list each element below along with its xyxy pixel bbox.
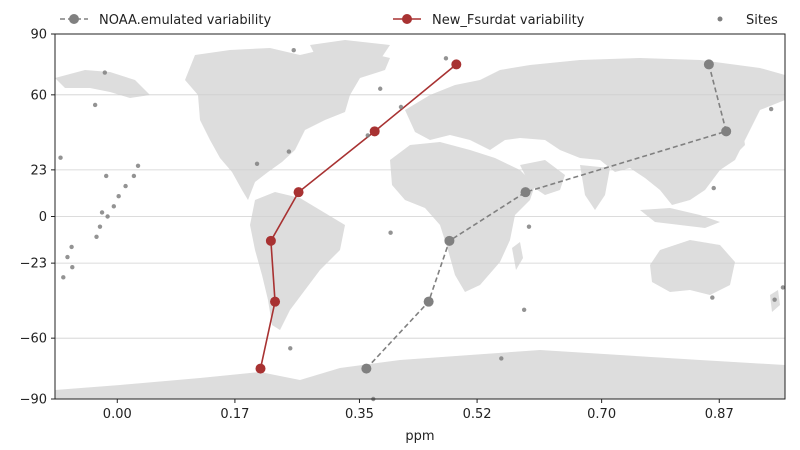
site-point-27 [499, 356, 504, 361]
series-1-point-0 [255, 363, 266, 374]
x-tick-label-4: 0.70 [587, 407, 616, 422]
y-tick-label-1: 60 [30, 88, 47, 103]
site-point-12 [111, 204, 117, 209]
x-tick-label-3: 0.52 [463, 407, 492, 422]
map-antarctica [55, 350, 785, 399]
y-axis: 90 60 23 0 −23 −60 −90 [20, 28, 55, 408]
site-point-10 [104, 173, 109, 179]
site-point-0 [58, 155, 63, 160]
series-0-point-3 [520, 187, 531, 198]
y-tick-label-4: −23 [20, 257, 47, 272]
map-north-america [185, 48, 390, 200]
series-1-point-5 [451, 59, 462, 70]
series-line-0 [365, 64, 728, 370]
map-africa [390, 142, 535, 292]
site-point-31 [711, 185, 716, 191]
legend-marker-1 [402, 14, 412, 24]
series-0 [361, 59, 732, 374]
series-0-point-1 [423, 296, 434, 307]
site-point-4 [70, 264, 75, 270]
site-point-16 [135, 163, 141, 169]
map-madagascar [512, 242, 523, 270]
site-point-28 [521, 307, 527, 312]
site-point-21 [365, 133, 370, 138]
x-tick-label-5: 0.87 [705, 407, 734, 422]
site-point-20 [288, 346, 293, 351]
y-tick-label-6: −90 [20, 393, 47, 408]
series-1 [255, 59, 462, 374]
map-australia [650, 240, 735, 295]
legend-item-0: NOAA.emulated variability [60, 13, 272, 28]
y-tick-label-0: 90 [30, 28, 47, 43]
site-point-18 [286, 149, 292, 154]
x-tick-label-1: 0.17 [220, 407, 249, 422]
x-axis: 0.00 0.17 0.35 0.52 0.70 0.87 [103, 399, 734, 422]
y-tick-label-5: −60 [20, 332, 47, 347]
legend-label-0: NOAA.emulated variability [99, 13, 272, 28]
site-point-25 [398, 104, 404, 110]
y-tick-label-3: 0 [39, 210, 47, 225]
map-greenland [310, 40, 390, 80]
map-alaska [55, 70, 150, 98]
site-point-26 [443, 56, 449, 61]
site-point-13 [116, 194, 121, 199]
series-line-1 [259, 63, 457, 369]
legend-label-1: New_Fsurdat variability [432, 13, 585, 28]
map-japan [728, 125, 745, 155]
site-point-1 [61, 275, 66, 280]
legend-item-1: New_Fsurdat variability [393, 13, 585, 28]
x-tick-label-2: 0.35 [345, 407, 374, 422]
map-arabia [520, 160, 565, 195]
series-1-point-3 [293, 187, 304, 198]
site-point-3 [69, 244, 74, 250]
site-point-2 [65, 254, 70, 260]
y-tick-label-2: 23 [30, 163, 47, 178]
site-point-8 [99, 210, 105, 215]
site-point-32 [768, 106, 774, 112]
legend-marker-0 [69, 14, 79, 24]
site-point-11 [105, 214, 110, 219]
site-point-19 [291, 48, 296, 53]
series-1-point-1 [270, 296, 281, 307]
series-1-point-2 [265, 235, 276, 246]
legend-item-2: Sites [717, 13, 778, 28]
series-2 [58, 48, 786, 402]
map-south-america [250, 192, 345, 330]
site-point-22 [378, 86, 383, 91]
series-layer [58, 48, 786, 402]
site-point-30 [710, 295, 715, 300]
site-point-14 [123, 183, 128, 189]
series-0-point-5 [703, 59, 714, 70]
series-0-point-4 [721, 126, 732, 137]
series-0-point-0 [361, 363, 372, 374]
site-point-29 [526, 224, 532, 229]
legend: NOAA.emulated variability New_Fsurdat var… [60, 13, 778, 28]
site-point-7 [97, 224, 103, 229]
site-point-34 [780, 285, 786, 290]
map-indonesia [640, 208, 720, 228]
site-point-15 [131, 173, 137, 179]
map-india [580, 165, 610, 210]
x-tick-label-0: 0.00 [103, 407, 132, 422]
site-point-5 [92, 102, 98, 108]
series-1-point-4 [369, 126, 380, 137]
site-point-6 [94, 234, 99, 239]
x-axis-label: ppm [405, 429, 434, 444]
legend-marker-2 [717, 16, 723, 22]
site-point-33 [772, 297, 777, 302]
site-point-24 [388, 230, 393, 235]
series-0-point-2 [444, 235, 455, 246]
legend-label-2: Sites [746, 13, 778, 28]
site-point-9 [102, 70, 108, 75]
site-point-17 [254, 161, 260, 166]
